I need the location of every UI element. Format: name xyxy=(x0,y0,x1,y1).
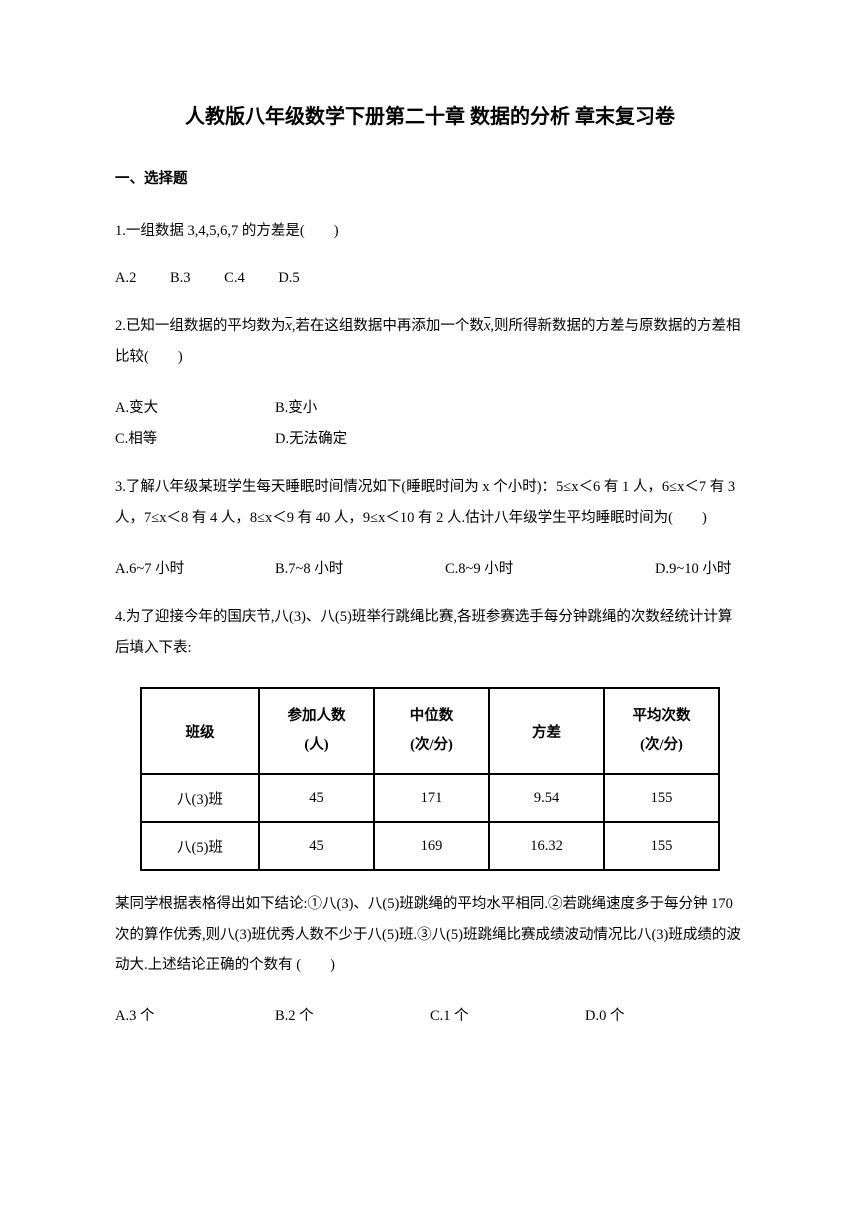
header-median: 中位数 (次/分) xyxy=(374,688,489,774)
question-3: 3.了解八年级某班学生每天睡眠时间情况如下(睡眠时间为 x 个小时)：5≤x＜6… xyxy=(115,472,745,533)
cell-participants: 45 xyxy=(259,774,374,822)
q2-text-pre: 2.已知一组数据的平均数为 xyxy=(115,318,285,334)
cell-average: 155 xyxy=(604,822,719,870)
cell-average: 155 xyxy=(604,774,719,822)
cell-median: 169 xyxy=(374,822,489,870)
header-participants-l2: (人) xyxy=(260,731,373,760)
q1-option-c: C.4 xyxy=(224,270,245,286)
cell-class: 八(3)班 xyxy=(141,774,259,822)
question-3-options: A.6~7 小时 B.7~8 小时 C.8~9 小时 D.9~10 小时 xyxy=(115,557,745,578)
q4-option-c: C.1 个 xyxy=(430,1004,585,1025)
cell-median: 171 xyxy=(374,774,489,822)
q2-text-mid: ,若在这组数据中再添加一个数 xyxy=(292,318,484,334)
header-average-l1: 平均次数 xyxy=(605,702,718,731)
document-title: 人教版八年级数学下册第二十章 数据的分析 章末复习卷 xyxy=(115,100,745,129)
cell-variance: 9.54 xyxy=(489,774,604,822)
header-participants: 参加人数 (人) xyxy=(259,688,374,774)
q2-option-b: B.变小 xyxy=(275,396,317,417)
data-table: 班级 参加人数 (人) 中位数 (次/分) 方差 平均次数 (次/分) 八(3)… xyxy=(140,687,720,871)
q4-option-a: A.3 个 xyxy=(115,1004,275,1025)
question-2-options: A.变大 B.变小 C.相等 D.无法确定 xyxy=(115,396,745,448)
cell-variance: 16.32 xyxy=(489,822,604,870)
table-row: 八(5)班 45 169 16.32 155 xyxy=(141,822,719,870)
question-4-intro: 4.为了迎接今年的国庆节,八(3)、八(5)班举行跳绳比赛,各班参赛选手每分钟跳… xyxy=(115,602,745,663)
q3-option-d: D.9~10 小时 xyxy=(655,557,731,578)
section-header: 一、选择题 xyxy=(115,167,745,188)
q4-option-b: B.2 个 xyxy=(275,1004,430,1025)
header-class: 班级 xyxy=(141,688,259,774)
q1-option-d: D.5 xyxy=(278,270,299,286)
q3-option-a: A.6~7 小时 xyxy=(115,557,275,578)
cell-participants: 45 xyxy=(259,822,374,870)
question-4-options: A.3 个 B.2 个 C.1 个 D.0 个 xyxy=(115,1004,745,1025)
header-median-l1: 中位数 xyxy=(375,702,488,731)
q3-option-b: B.7~8 小时 xyxy=(275,557,445,578)
q4-option-d: D.0 个 xyxy=(585,1004,624,1025)
question-2: 2.已知一组数据的平均数为x,若在这组数据中再添加一个数x,则所得新数据的方差与… xyxy=(115,311,745,372)
table-header-row: 班级 参加人数 (人) 中位数 (次/分) 方差 平均次数 (次/分) xyxy=(141,688,719,774)
q3-option-c: C.8~9 小时 xyxy=(445,557,655,578)
question-1-options: A.2 B.3 C.4 D.5 xyxy=(115,270,745,287)
q1-option-b: B.3 xyxy=(170,270,191,286)
header-median-l2: (次/分) xyxy=(375,731,488,760)
q2-option-d: D.无法确定 xyxy=(275,427,347,448)
question-1: 1.一组数据 3,4,5,6,7 的方差是( ) xyxy=(115,216,745,246)
header-average: 平均次数 (次/分) xyxy=(604,688,719,774)
cell-class: 八(5)班 xyxy=(141,822,259,870)
header-participants-l1: 参加人数 xyxy=(260,702,373,731)
q2-option-a: A.变大 xyxy=(115,396,275,417)
table-row: 八(3)班 45 171 9.54 155 xyxy=(141,774,719,822)
header-variance: 方差 xyxy=(489,688,604,774)
question-4-conclusion: 某同学根据表格得出如下结论:①八(3)、八(5)班跳绳的平均水平相同.②若跳绳速… xyxy=(115,889,745,980)
q2-option-c: C.相等 xyxy=(115,427,275,448)
q1-option-a: A.2 xyxy=(115,270,136,286)
header-average-l2: (次/分) xyxy=(605,731,718,760)
